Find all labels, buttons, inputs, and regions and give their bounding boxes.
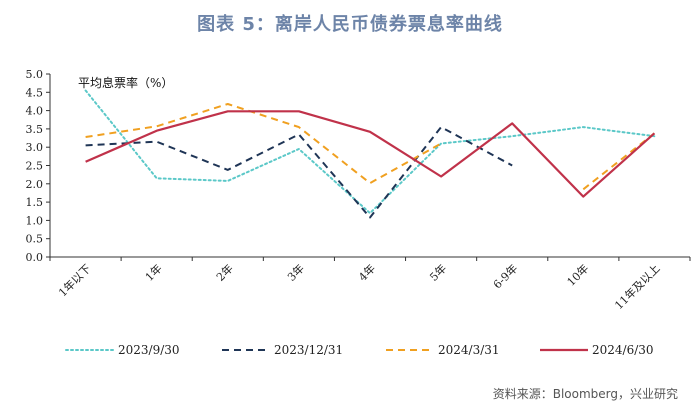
y-tick-label: 4.5 (26, 86, 44, 99)
series-4 (85, 110, 656, 198)
series-1 (84, 89, 656, 215)
x-tick-label: 5年 (427, 261, 450, 284)
y-tick-label: 2.0 (26, 178, 44, 191)
x-tick-label: 11年及以上 (612, 261, 663, 312)
y-tick-label: 0.0 (26, 251, 44, 264)
legend-label: 2023/9/30 (118, 343, 180, 357)
series-line (84, 89, 656, 215)
legend: 2023/9/30 2023/12/31 2024/3/31 2024/6/30 (65, 343, 654, 357)
y-tick-label: 4.0 (26, 105, 44, 118)
y-tick-label: 1.5 (26, 196, 44, 209)
y-tick-label: 3.5 (26, 123, 44, 136)
y-tick-label: 0.5 (26, 233, 44, 246)
y-tick-label: 5.0 (26, 68, 44, 81)
y-tick-label: 2.5 (26, 160, 44, 173)
legend-label: 2023/12/31 (274, 343, 343, 357)
x-tick-label: 1年以下 (55, 261, 93, 299)
chart-title: 图表 5：离岸人民币债券票息率曲线 (197, 14, 503, 35)
legend-label: 2024/3/31 (438, 343, 500, 357)
y-tick-label: 1.0 (26, 214, 44, 227)
x-tick-label: 3年 (284, 261, 307, 284)
series-line (85, 103, 442, 185)
x-tick-label: 2年 (213, 261, 236, 284)
y-axis-title: 平均息票率（%） (78, 75, 173, 90)
x-tick-label: 4年 (355, 261, 378, 284)
y-tick-label: 3.0 (26, 141, 44, 154)
series-line (85, 110, 656, 198)
legend-label: 2024/6/30 (592, 343, 654, 357)
series-2 (85, 126, 513, 219)
x-tick-label: 10年 (564, 261, 592, 289)
series-layer (84, 89, 656, 219)
x-tick-label: 1年 (142, 261, 165, 284)
x-tick-label: 6-9年 (490, 261, 520, 291)
source-note: 资料来源：Bloomberg，兴业研究 (492, 387, 678, 401)
